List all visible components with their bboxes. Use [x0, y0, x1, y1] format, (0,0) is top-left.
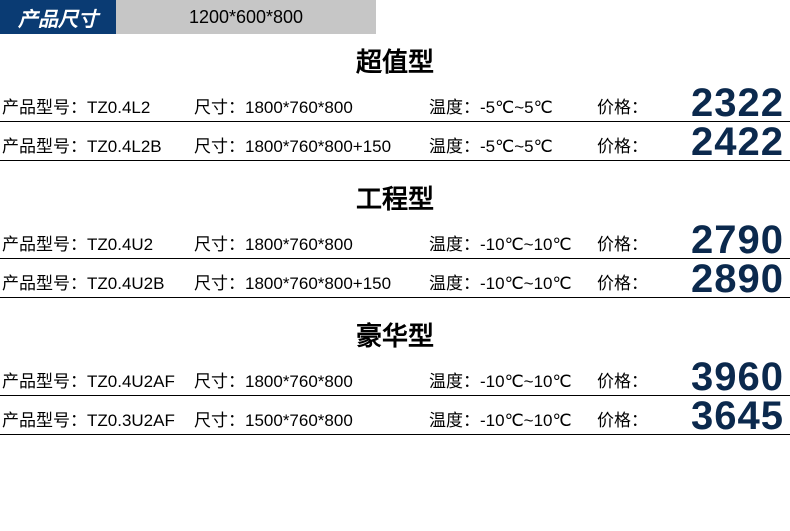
section-title: 超值型	[0, 42, 790, 79]
temp-value: -10℃~10℃	[480, 274, 572, 294]
price-label: 价格：	[597, 93, 649, 121]
temp-label: 温度：	[429, 93, 480, 118]
model-label: 产品型号：	[2, 406, 87, 431]
temp-value: -10℃~10℃	[480, 372, 572, 392]
size-value: 1800*760*800	[245, 235, 353, 255]
product-row: 产品型号：TZ0.4U2B尺寸：1800*760*800+150温度：-10℃~…	[0, 259, 790, 298]
price-value: 2322	[649, 85, 788, 121]
size-label: 尺寸：	[194, 406, 245, 431]
model-value: TZ0.3U2AF	[87, 411, 175, 431]
temp-label: 温度：	[429, 269, 480, 294]
price-value: 2890	[649, 261, 788, 297]
product-row: 产品型号：TZ0.4L2B尺寸：1800*760*800+150温度：-5℃~5…	[0, 122, 790, 161]
model-label: 产品型号：	[2, 93, 87, 118]
model-cell: 产品型号：TZ0.4U2AF	[2, 367, 194, 395]
temp-cell: 温度：-10℃~10℃	[429, 230, 597, 258]
model-value: TZ0.4L2B	[87, 137, 162, 157]
size-value: 1800*760*800+150	[245, 274, 391, 294]
temp-cell: 温度：-10℃~10℃	[429, 406, 597, 434]
size-cell: 尺寸：1800*760*800+150	[194, 132, 429, 160]
product-section: 超值型产品型号：TZ0.4L2尺寸：1800*760*800温度：-5℃~5℃价…	[0, 42, 790, 161]
temp-cell: 温度：-5℃~5℃	[429, 93, 597, 121]
model-label: 产品型号：	[2, 132, 87, 157]
size-cell: 尺寸：1800*760*800	[194, 230, 429, 258]
size-cell: 尺寸：1800*760*800+150	[194, 269, 429, 297]
price-value: 2422	[649, 124, 788, 160]
temp-value: -5℃~5℃	[480, 137, 553, 157]
model-label: 产品型号：	[2, 269, 87, 294]
size-label: 尺寸：	[194, 367, 245, 392]
temp-value: -10℃~10℃	[480, 235, 572, 255]
temp-cell: 温度：-5℃~5℃	[429, 132, 597, 160]
price-label: 价格：	[597, 406, 649, 434]
temp-label: 温度：	[429, 230, 480, 255]
section-title: 豪华型	[0, 316, 790, 353]
size-value: 1800*760*800	[245, 372, 353, 392]
temp-value: -5℃~5℃	[480, 98, 553, 118]
price-value: 3645	[649, 398, 788, 434]
price-label: 价格：	[597, 367, 649, 395]
product-row: 产品型号：TZ0.4U2尺寸：1800*760*800温度：-10℃~10℃价格…	[0, 220, 790, 259]
temp-label: 温度：	[429, 406, 480, 431]
model-label: 产品型号：	[2, 230, 87, 255]
model-value: TZ0.4L2	[87, 98, 150, 118]
size-label: 尺寸：	[194, 132, 245, 157]
size-cell: 尺寸：1800*760*800	[194, 93, 429, 121]
temp-cell: 温度：-10℃~10℃	[429, 367, 597, 395]
size-label: 尺寸：	[194, 269, 245, 294]
model-cell: 产品型号：TZ0.3U2AF	[2, 406, 194, 434]
model-value: TZ0.4U2B	[87, 274, 164, 294]
temp-label: 温度：	[429, 132, 480, 157]
size-value: 1800*760*800+150	[245, 137, 391, 157]
size-label: 尺寸：	[194, 230, 245, 255]
size-value: 1800*760*800	[245, 98, 353, 118]
header-bar: 产品尺寸 1200*600*800	[0, 0, 790, 34]
temp-value: -10℃~10℃	[480, 411, 572, 431]
model-cell: 产品型号：TZ0.4L2	[2, 93, 194, 121]
section-title: 工程型	[0, 179, 790, 216]
product-row: 产品型号：TZ0.4L2尺寸：1800*760*800温度：-5℃~5℃价格：2…	[0, 83, 790, 122]
model-cell: 产品型号：TZ0.4U2	[2, 230, 194, 258]
product-section: 豪华型产品型号：TZ0.4U2AF尺寸：1800*760*800温度：-10℃~…	[0, 316, 790, 435]
product-row: 产品型号：TZ0.4U2AF尺寸：1800*760*800温度：-10℃~10℃…	[0, 357, 790, 396]
header-label: 产品尺寸	[0, 0, 116, 34]
size-cell: 尺寸：1500*760*800	[194, 406, 429, 434]
size-cell: 尺寸：1800*760*800	[194, 367, 429, 395]
price-label: 价格：	[597, 132, 649, 160]
price-value: 3960	[649, 359, 788, 395]
size-label: 尺寸：	[194, 93, 245, 118]
model-cell: 产品型号：TZ0.4U2B	[2, 269, 194, 297]
sections-container: 超值型产品型号：TZ0.4L2尺寸：1800*760*800温度：-5℃~5℃价…	[0, 42, 790, 435]
model-value: TZ0.4U2	[87, 235, 153, 255]
product-section: 工程型产品型号：TZ0.4U2尺寸：1800*760*800温度：-10℃~10…	[0, 179, 790, 298]
model-cell: 产品型号：TZ0.4L2B	[2, 132, 194, 160]
price-label: 价格：	[597, 269, 649, 297]
price-value: 2790	[649, 222, 788, 258]
model-label: 产品型号：	[2, 367, 87, 392]
product-row: 产品型号：TZ0.3U2AF尺寸：1500*760*800温度：-10℃~10℃…	[0, 396, 790, 435]
temp-label: 温度：	[429, 367, 480, 392]
price-label: 价格：	[597, 230, 649, 258]
size-value: 1500*760*800	[245, 411, 353, 431]
header-value: 1200*600*800	[116, 0, 376, 34]
temp-cell: 温度：-10℃~10℃	[429, 269, 597, 297]
model-value: TZ0.4U2AF	[87, 372, 175, 392]
